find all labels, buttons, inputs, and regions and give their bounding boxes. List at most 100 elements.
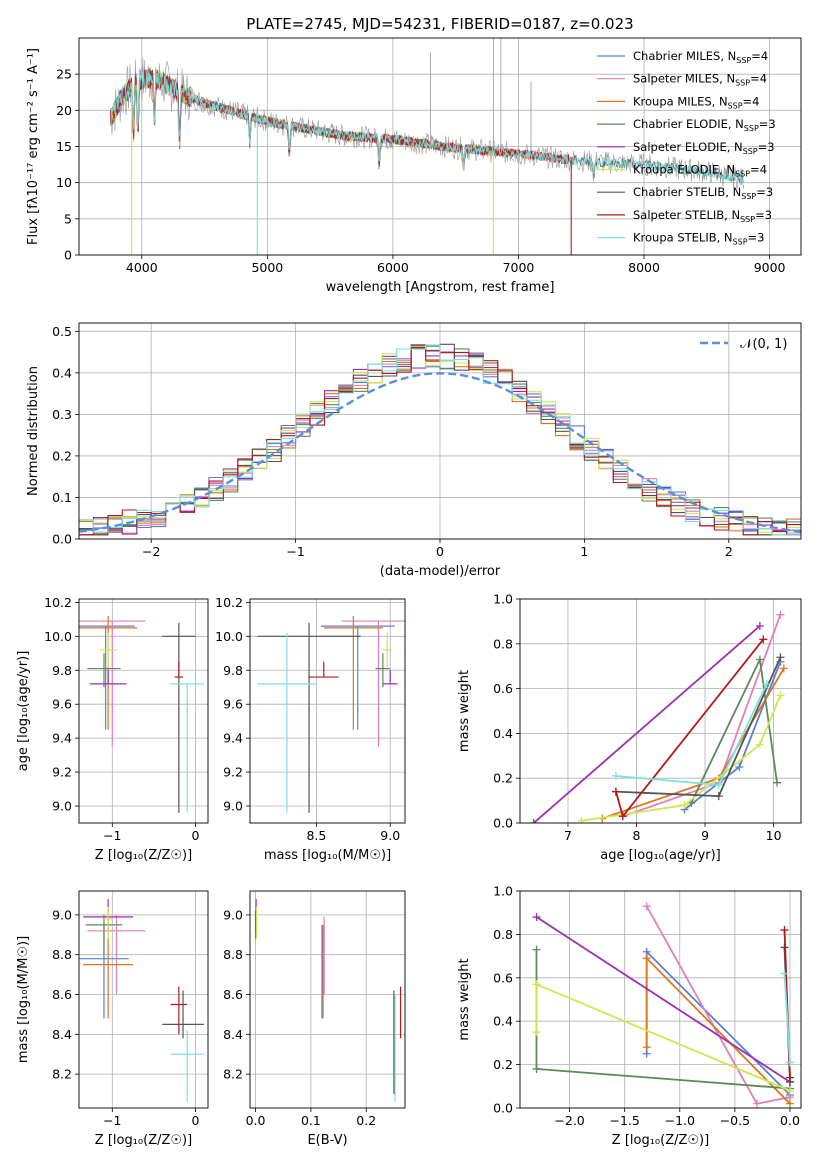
axes-frame (78, 890, 209, 1109)
weight-marker (532, 945, 541, 954)
legend-label-suffix: =4 (751, 49, 768, 63)
legend-label-sub: SSP (735, 79, 750, 88)
weight-series-s_miles (642, 902, 794, 1108)
x-axis-label: Z [log₁₀(Z/Z☉)] (95, 848, 192, 863)
errorbar-point (162, 990, 204, 1039)
errorbar-point (83, 924, 134, 1019)
weight-marker (642, 954, 651, 963)
x-axis-label: age [log₁₀(age/yr)] (600, 848, 721, 863)
weight-line (690, 656, 778, 804)
axes: 7 8 9 10 0.0 0.2 0.4 0.6 0.8 1.0 age [log₁₀(age/yr… (457, 592, 802, 863)
legend-label-sub: SSP (743, 147, 758, 156)
axes: 4000 5000 6000 7000 8000 9000 0 5 10 15 20 25 wavele… (26, 37, 802, 295)
y-tick-label: 9.4 (223, 731, 243, 746)
x-tick-label: −2 (142, 544, 160, 559)
panel-age_vs_Z: −1 0 9.0 9.2 9.4 9.6 9.8 10.0 10.2 Z [log₁₀(Z/Z☉)… (16, 595, 209, 863)
weight-line (536, 916, 791, 1083)
x-axis-label: Z [log₁₀(Z/Z☉)] (612, 1133, 709, 1148)
x-tick-label: 0 (192, 828, 200, 843)
legend-label-suffix: =3 (756, 185, 773, 199)
legend-label-text: Chabrier MILES, N (633, 49, 736, 63)
x-tick-label: −0.5 (720, 1113, 750, 1128)
y-tick-label: 0 (64, 248, 72, 263)
weight-line (783, 973, 791, 1063)
panel-weight_vs_Z: −2.0 −1.5 −1.0 −0.5 0.0 0.0 0.2 0.4 0.6 0.8 1.0 Z [… (457, 884, 802, 1148)
errorbar-point (87, 914, 146, 995)
weight-marker (532, 1064, 541, 1073)
legend-label-suffix: =4 (743, 94, 760, 108)
axes-frame (519, 598, 802, 824)
y-tick-label: 9.6 (52, 697, 72, 712)
legend-label: 𝒩(0, 1) (740, 337, 787, 352)
errorbar-point (170, 683, 204, 813)
errorbar-point (257, 622, 361, 813)
y-axis-label: Normed distribution (26, 366, 41, 496)
errorbar-point (320, 625, 395, 730)
errorbar-point (85, 914, 123, 955)
legend-label-suffix: =3 (748, 231, 765, 245)
y-tick-label: 10 (56, 175, 72, 190)
weight-marker (618, 812, 627, 821)
weight-series-s_stelib (611, 635, 768, 821)
weight-series-c_elodie (687, 655, 782, 807)
y-tick-label: 8.2 (223, 1067, 243, 1082)
errorbar-point (162, 622, 196, 813)
weight-series-k_elodie (532, 980, 794, 1095)
legend-label: Kroupa MILES, NSSP=4 (633, 94, 759, 110)
y-axis-label: mass weight (457, 958, 472, 1040)
legend-label: Salpeter STELIB, NSSP=3 (633, 208, 772, 224)
legend-label-sub: SSP (740, 215, 755, 224)
x-tick-label: 0.0 (780, 1113, 800, 1128)
y-tick-label: 8.2 (52, 1067, 72, 1082)
weight-marker (780, 969, 789, 978)
y-tick-label: 0.2 (493, 771, 513, 786)
weight-marker (735, 763, 744, 771)
legend-label: Kroupa STELIB, NSSP=3 (633, 231, 764, 247)
weight-line (615, 638, 765, 819)
weight-marker (532, 980, 541, 989)
x-tick-label: 4000 (126, 260, 158, 275)
weight-marker (785, 1073, 794, 1082)
weight-series-k_stelib (780, 969, 794, 1067)
axes: −2 −1 0 1 2 0.0 0.1 0.2 0.3 0.4 0.5 (data-model)/er… (26, 322, 802, 579)
weight-line (533, 625, 761, 823)
y-tick-label: 10.2 (215, 595, 243, 610)
errorbar-point (103, 906, 113, 939)
plot-area (79, 343, 801, 536)
y-tick-label: 0.0 (493, 1101, 513, 1116)
x-tick-label: 6000 (377, 260, 409, 275)
x-tick-label: 2 (725, 544, 733, 559)
weight-marker (611, 771, 620, 780)
legend-label: Chabrier STELIB, NSSP=3 (633, 185, 773, 201)
weight-series-s_elodie (529, 621, 764, 823)
histogram-k_elodie (79, 346, 801, 536)
x-axis-label: E(B-V) (307, 1133, 347, 1148)
x-tick-label: −1.5 (610, 1113, 640, 1128)
weight-marker (532, 1028, 541, 1037)
panel-age_vs_mass: 8.5 9.0 9.0 9.2 9.4 9.6 9.8 10.0 10.2 mass [log₁₀… (215, 595, 406, 863)
y-axis-label: Flux [fλ10⁻¹⁷ erg cm⁻² s⁻¹ A⁻¹] (26, 48, 41, 245)
grid (79, 599, 208, 823)
figure-title: PLATE=2745, MJD=54231, FIBERID=0187, z=0… (246, 15, 633, 33)
y-tick-label: 10.2 (44, 595, 72, 610)
y-tick-label: 9.0 (223, 907, 243, 922)
weight-series-k_elodie (577, 691, 785, 823)
plot-area (79, 898, 204, 1103)
y-tick-label: 25 (56, 67, 72, 82)
plot-area (532, 902, 794, 1108)
legend-label-text: Salpeter ELODIE, N (633, 140, 743, 154)
errorbar-point (170, 986, 188, 1035)
y-tick-label: 0.2 (493, 1057, 513, 1072)
legend-label-text: Kroupa STELIB, N (633, 231, 733, 245)
weight-marker (755, 655, 764, 664)
legend-label-sub: SSP (733, 238, 748, 247)
y-axis-label: mass weight (457, 670, 472, 752)
weight-marker (529, 819, 538, 823)
weight-line (535, 982, 791, 1092)
axes-frame (78, 322, 802, 540)
x-tick-label: 10 (766, 828, 782, 843)
y-tick-label: 0.6 (493, 970, 513, 985)
legend-label-suffix: =4 (750, 72, 767, 86)
weight-marker (785, 1099, 794, 1108)
